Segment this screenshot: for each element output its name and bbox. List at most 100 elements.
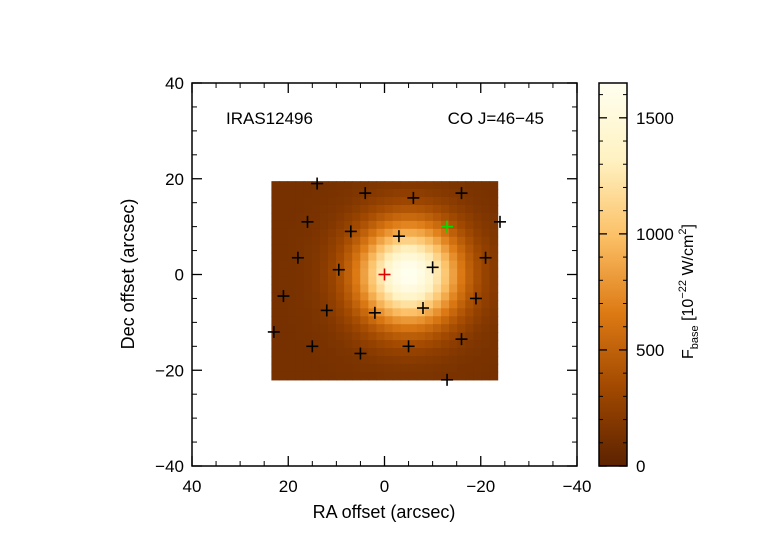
heatmap-cell xyxy=(271,308,281,317)
x-axis-ticks: 40 20 0 −20 −40 xyxy=(183,83,591,496)
heatmap-cell xyxy=(303,316,313,325)
heatmap-cell xyxy=(432,363,442,373)
heatmap-cell xyxy=(376,292,386,301)
heatmap-cell xyxy=(449,332,458,341)
spaxel-marker xyxy=(392,230,405,243)
heatmap-cell xyxy=(416,189,426,198)
heatmap-cell xyxy=(489,212,499,222)
heatmap-cell xyxy=(400,300,410,309)
heatmap-cell xyxy=(295,189,305,198)
heatmap-cell xyxy=(408,316,418,325)
heatmap-cell xyxy=(449,324,458,333)
heatmap-cell xyxy=(279,189,289,198)
heatmap-cell xyxy=(344,308,353,317)
heatmap-cell xyxy=(392,260,402,270)
heatmap-cell xyxy=(384,363,394,373)
heatmap-cell xyxy=(271,371,281,381)
heatmap-cell xyxy=(392,244,402,254)
heatmap-cell xyxy=(279,363,289,373)
heatmap-cell xyxy=(473,371,483,381)
heatmap-cell xyxy=(352,212,361,222)
heatmap-cell xyxy=(392,252,402,262)
heatmap-cell xyxy=(287,316,297,325)
heatmap-cell xyxy=(295,244,305,254)
heatmap-cell xyxy=(424,348,434,357)
spaxel-marker xyxy=(306,340,319,353)
heatmap-cell xyxy=(271,204,281,214)
heatmap-cell xyxy=(311,300,321,309)
heatmap-cell xyxy=(432,284,442,294)
heatmap-cell xyxy=(360,348,369,357)
spaxel-marker xyxy=(311,177,324,190)
heatmap-cell xyxy=(481,308,491,317)
heatmap-cell xyxy=(400,220,410,230)
heatmap-cell xyxy=(416,292,426,301)
heatmap-cell xyxy=(408,363,418,373)
heatmap-cell xyxy=(481,292,491,301)
heatmap-cell xyxy=(344,332,353,341)
heatmap-cell xyxy=(384,324,394,333)
heatmap-cell xyxy=(457,363,466,373)
heatmap-cell xyxy=(279,308,289,317)
heatmap-cell xyxy=(400,228,410,238)
heatmap-cell xyxy=(368,252,378,262)
heatmap-cell xyxy=(295,197,305,206)
heatmap-cell xyxy=(473,316,483,325)
heatmap-cell xyxy=(481,181,491,190)
heatmap-cell xyxy=(336,363,345,373)
heatmap-cell xyxy=(319,189,329,198)
heatmap-cell xyxy=(327,355,337,365)
heatmap-cell xyxy=(295,308,305,317)
heatmap-cell xyxy=(352,284,361,294)
heatmap-cell xyxy=(368,189,378,198)
heatmap-cell xyxy=(287,260,297,270)
heatmap-cell xyxy=(384,308,394,317)
heatmap-cell xyxy=(432,244,442,254)
heatmap-cell xyxy=(449,197,458,206)
heatmap-cell xyxy=(424,316,434,325)
heatmap-cell xyxy=(408,292,418,301)
heatmap-cell xyxy=(449,189,458,198)
heatmap-cell xyxy=(303,268,313,278)
heatmap-cell xyxy=(465,236,474,246)
heatmap-cell xyxy=(424,244,434,254)
heatmap-cell xyxy=(465,316,474,325)
heatmap-cell xyxy=(336,204,345,214)
heatmap-cell xyxy=(416,332,426,341)
spaxel-marker xyxy=(301,215,314,228)
heatmap-cell xyxy=(481,316,491,325)
heatmap-cell xyxy=(287,276,297,286)
heatmap-cell xyxy=(441,355,450,365)
heatmap-cell xyxy=(408,276,418,286)
heatmap-cell xyxy=(489,340,499,349)
heatmap-cell xyxy=(465,197,474,206)
heatmap-cell xyxy=(489,181,499,190)
spaxel-marker xyxy=(354,347,367,360)
heatmap-cell xyxy=(424,300,434,309)
heatmap-cell xyxy=(384,260,394,270)
heatmap-cell xyxy=(303,276,313,286)
heatmap-cell xyxy=(368,316,378,325)
heatmap-cell xyxy=(432,181,442,190)
heatmap-cell xyxy=(384,340,394,349)
heatmap-cell xyxy=(473,236,483,246)
heatmap-cell xyxy=(465,260,474,270)
heatmap-cell xyxy=(295,181,305,190)
heatmap-cell xyxy=(311,363,321,373)
heatmap-cell xyxy=(279,260,289,270)
heatmap-cell xyxy=(327,324,337,333)
heatmap-cell xyxy=(408,324,418,333)
heatmap-cell xyxy=(432,189,442,198)
heatmap-cell xyxy=(416,181,426,190)
heatmap-cell xyxy=(465,308,474,317)
heatmap-cell xyxy=(473,252,483,262)
heatmap-cell xyxy=(295,324,305,333)
heatmap-cell xyxy=(416,308,426,317)
heatmap-cell xyxy=(392,371,402,381)
heatmap-cell xyxy=(271,244,281,254)
heatmap-cell xyxy=(457,308,466,317)
heatmap-cell xyxy=(408,268,418,278)
heatmap-cell xyxy=(400,212,410,222)
heatmap-cell xyxy=(344,371,353,381)
heatmap-cell xyxy=(279,284,289,294)
